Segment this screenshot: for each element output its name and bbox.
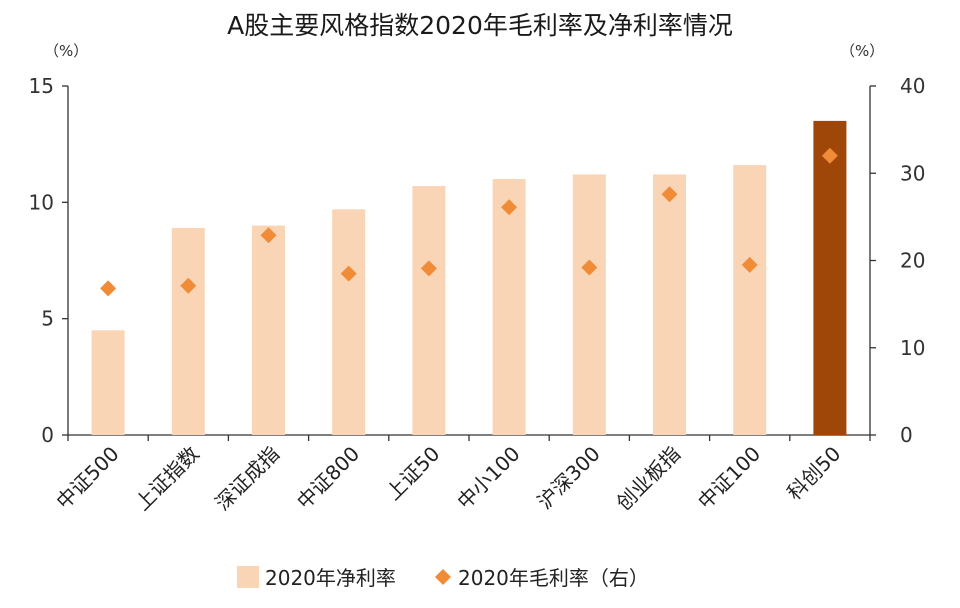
legend-swatch-marker [435,569,451,585]
x-category-label: 科创50 [782,442,845,505]
right-axis-unit: （%） [840,42,885,60]
net-margin-bar [572,174,606,435]
net-margin-bar [813,120,847,436]
net-margin-bar [171,227,205,435]
right-y-tick-label: 30 [900,161,925,185]
net-margin-bar [332,209,366,435]
x-category-label: 中证500 [51,442,123,514]
net-margin-bar [492,179,526,435]
legend-label-net-margin: 2020年净利率 [265,566,396,590]
gross-margin-marker [741,256,758,273]
left-y-tick-label: 15 [29,74,54,98]
legend-swatch-bar [237,566,259,588]
gross-margin-marker [340,265,357,282]
gross-margin-marker [100,280,117,297]
right-y-tick-label: 40 [900,74,925,98]
right-y-tick-label: 0 [900,423,913,447]
x-category-label: 创业板指 [611,442,685,516]
net-margin-bar [91,330,125,435]
x-category-label: 中证800 [292,442,364,514]
net-margin-bar [653,174,686,435]
x-category-label: 上证50 [381,442,444,505]
chart-title: A股主要风格指数2020年毛利率及净利率情况 [227,11,733,40]
x-category-label: 沪深300 [533,442,605,514]
gross-margin-marker [501,199,518,216]
left-y-tick-label: 5 [41,307,54,331]
left-axis-unit: （%） [44,42,89,60]
x-category-label: 中证100 [693,442,765,514]
gross-margin-marker [661,186,678,203]
gross-margin-marker [581,259,598,276]
net-margin-bar [733,165,767,435]
left-y-tick-label: 10 [29,190,54,214]
gross-margin-marker [180,277,197,294]
right-y-tick-label: 10 [900,336,925,360]
net-margin-bar [252,225,285,435]
x-category-label: 中小100 [452,442,524,514]
legend-label-gross-margin: 2020年毛利率（右） [458,566,649,590]
gross-margin-marker [821,147,838,164]
x-category-label: 深证成指 [210,442,284,516]
left-y-tick-label: 0 [41,423,54,447]
net-margin-bar [412,186,446,435]
gross-margin-marker [420,260,437,277]
right-y-tick-label: 20 [900,249,925,273]
gross-margin-marker [260,227,277,244]
x-category-label: 上证指数 [130,442,204,516]
